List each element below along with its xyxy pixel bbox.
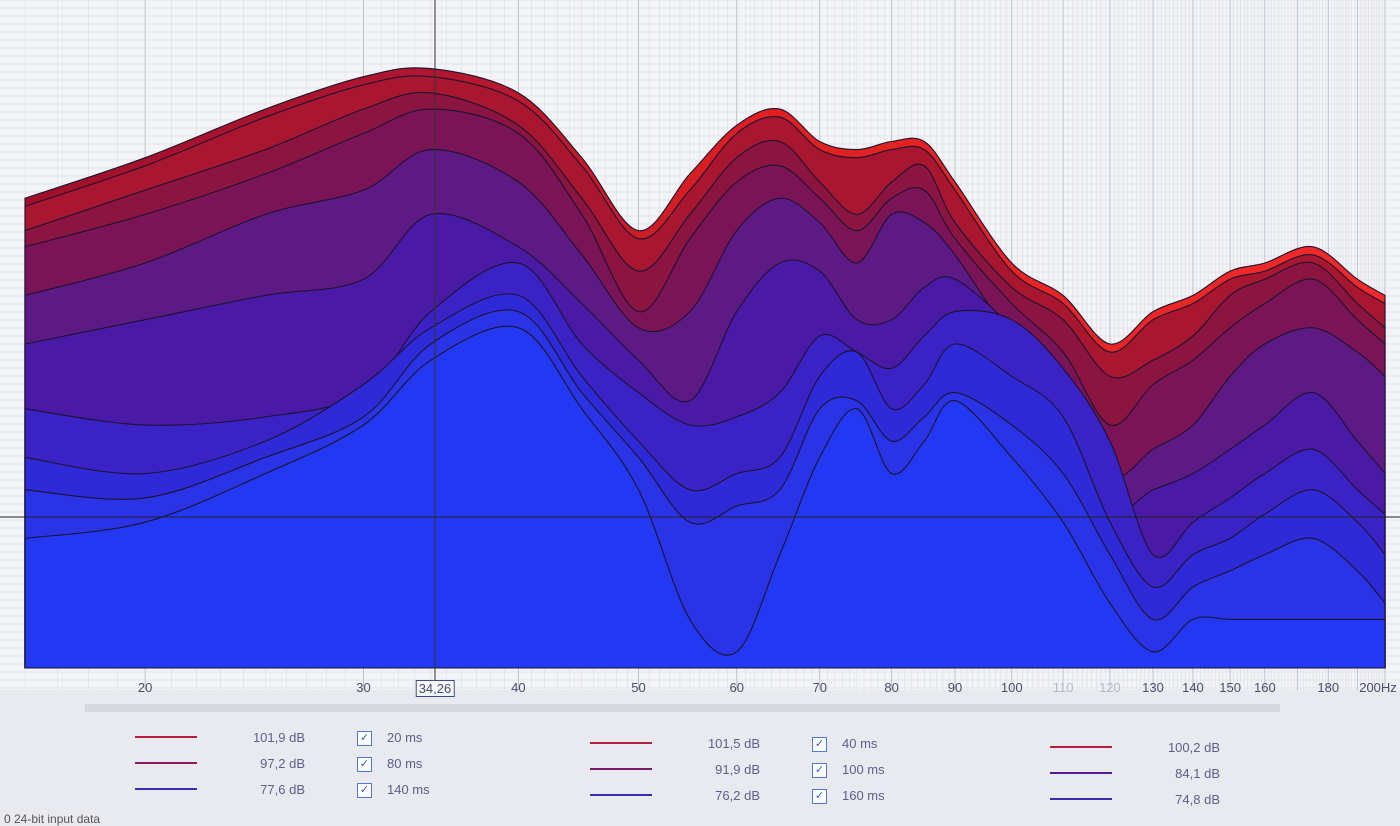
frequency-tick-label: 200Hz (1359, 680, 1397, 695)
legend-level: 101,9 dB (252, 730, 305, 745)
legend: 101,9 dB ✓ 20 ms 97,2 dB ✓ 80 ms 77,6 dB ✓ 140 m… (0, 720, 1400, 810)
slice-time-label: 80 ms (387, 756, 423, 771)
frequency-tick-label: 100 (1000, 680, 1023, 695)
frequency-tick-label: 140 (1182, 680, 1204, 695)
legend-line (1050, 772, 1112, 774)
legend-level: 97,2 dB (260, 756, 305, 771)
frequency-tick-label: 90 (947, 680, 963, 695)
slice-checkbox[interactable]: ✓ (357, 757, 372, 772)
slice-checkbox[interactable]: ✓ (812, 737, 827, 752)
legend-line (1050, 798, 1112, 800)
frequency-tick-label: 160 (1253, 680, 1276, 695)
cursor-frequency-label: 34,26 (415, 680, 455, 697)
frequency-tick-label: 180 (1317, 680, 1340, 695)
legend-level: 100,2 dB (1167, 740, 1220, 755)
legend-line (135, 762, 197, 764)
legend-line (590, 794, 652, 796)
legend-line (590, 768, 652, 770)
status-bar: 0 24-bit input data (4, 812, 101, 826)
slice-checkbox[interactable]: ✓ (357, 783, 372, 798)
waterfall-chart (0, 0, 1400, 690)
frequency-tick-label: 60 (729, 680, 744, 695)
legend-level: 84,1 dB (1175, 766, 1220, 781)
legend-line (135, 788, 197, 790)
frequency-tick-label: 120 (1099, 680, 1121, 695)
waterfall-slice-10 (24, 325, 1386, 669)
waterfall-plot[interactable] (0, 0, 1400, 690)
legend-line (135, 736, 197, 738)
slice-time-label: 40 ms (842, 736, 878, 751)
frequency-tick-label: 50 (631, 680, 646, 695)
horizontal-scrollbar[interactable] (85, 704, 1280, 712)
frequency-tick-label: 40 (511, 680, 526, 695)
legend-level: 76,2 dB (715, 788, 760, 803)
slice-checkbox[interactable]: ✓ (812, 763, 827, 778)
frequency-tick-label: 30 (356, 680, 371, 695)
slice-time-label: 140 ms (387, 782, 430, 797)
legend-line (590, 742, 652, 744)
slice-checkbox[interactable]: ✓ (357, 731, 372, 746)
frequency-tick-label: 20 (137, 680, 153, 695)
slice-time-label: 20 ms (387, 730, 423, 745)
legend-level: 74,8 dB (1175, 792, 1220, 807)
legend-level: 91,9 dB (715, 762, 760, 777)
frequency-tick-label: 110 (1052, 680, 1074, 695)
slice-time-label: 160 ms (842, 788, 885, 803)
legend-level: 77,6 dB (260, 782, 305, 797)
frequency-tick-label: 130 (1142, 680, 1164, 695)
slice-checkbox[interactable]: ✓ (812, 789, 827, 804)
frequency-tick-label: 70 (812, 680, 827, 695)
frequency-tick-label: 150 (1219, 680, 1241, 695)
legend-line (1050, 746, 1112, 748)
frequency-tick-label: 80 (884, 680, 899, 695)
legend-level: 101,5 dB (707, 736, 760, 751)
slice-time-label: 100 ms (842, 762, 885, 777)
